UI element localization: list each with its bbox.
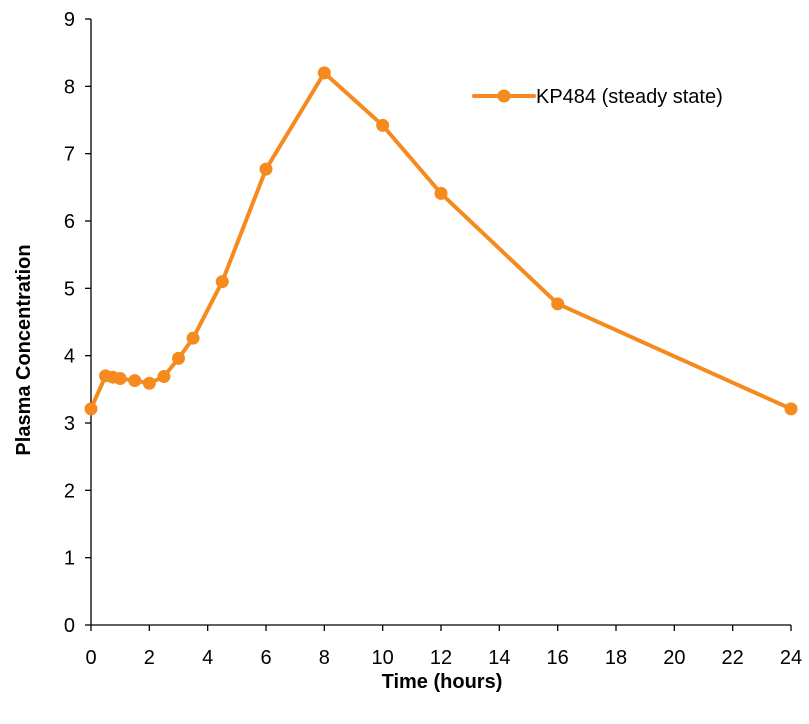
- data-point: [186, 331, 200, 345]
- data-point: [434, 186, 448, 200]
- x-tick-label: 16: [547, 647, 569, 669]
- series-layer: [84, 66, 798, 416]
- x-tick-label: 10: [372, 647, 394, 669]
- y-tick-label: 2: [64, 480, 75, 502]
- data-point: [157, 370, 171, 384]
- legend-label: KP484 (steady state): [536, 86, 723, 108]
- data-point: [128, 374, 142, 388]
- series-line: [89, 70, 793, 411]
- x-tick-label: 0: [85, 647, 96, 669]
- x-tick-label: 22: [722, 647, 744, 669]
- y-tick-label: 9: [64, 9, 75, 31]
- data-point: [142, 376, 156, 390]
- y-tick-label: 5: [64, 278, 75, 300]
- x-tick-label: 6: [260, 647, 271, 669]
- data-point: [784, 402, 798, 416]
- x-tick-label: 12: [430, 647, 452, 669]
- data-point: [376, 118, 390, 132]
- x-tick-label: 4: [202, 647, 213, 669]
- x-tick-label: 18: [605, 647, 627, 669]
- y-tick-label: 1: [64, 548, 75, 570]
- x-tick-label: 20: [663, 647, 685, 669]
- x-tick-label: 24: [780, 647, 802, 669]
- y-axis-title: Plasma Concentration: [13, 244, 35, 455]
- data-point: [84, 402, 98, 416]
- x-tick-label: 8: [319, 647, 330, 669]
- data-point: [215, 275, 229, 289]
- y-tick-label: 8: [64, 76, 75, 98]
- data-point: [259, 162, 273, 176]
- y-tick-label: 0: [64, 615, 75, 637]
- data-point: [551, 297, 565, 311]
- x-tick-label: 2: [144, 647, 155, 669]
- data-point: [172, 351, 185, 365]
- x-axis-title: Time (hours): [382, 671, 503, 693]
- x-tick-label: 14: [488, 647, 510, 669]
- y-tick-label: 3: [64, 413, 75, 435]
- legend: KP484 (steady state): [472, 86, 723, 108]
- legend-marker: [497, 89, 511, 103]
- data-point: [113, 372, 127, 386]
- data-point: [317, 66, 331, 80]
- y-tick-label: 6: [64, 211, 75, 233]
- y-tick-label: 4: [64, 346, 75, 368]
- y-tick-label: 7: [64, 144, 75, 166]
